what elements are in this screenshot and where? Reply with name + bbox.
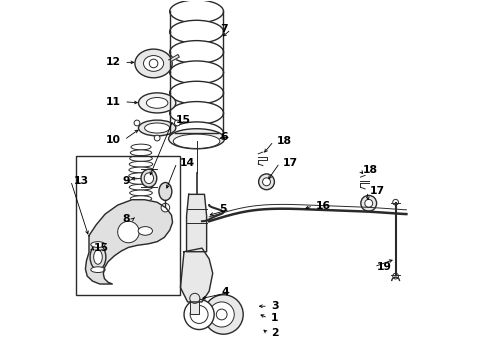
Text: 15: 15 <box>94 243 109 253</box>
Ellipse shape <box>139 93 176 113</box>
Ellipse shape <box>170 81 223 104</box>
Ellipse shape <box>170 0 223 23</box>
Ellipse shape <box>147 98 168 108</box>
Ellipse shape <box>170 122 223 145</box>
Text: 17: 17 <box>370 186 385 197</box>
Polygon shape <box>85 200 172 284</box>
Ellipse shape <box>169 129 224 149</box>
Ellipse shape <box>144 55 164 71</box>
Text: 16: 16 <box>316 201 331 211</box>
Text: 19: 19 <box>377 262 392 272</box>
Ellipse shape <box>170 41 223 64</box>
Text: 9: 9 <box>122 176 129 186</box>
Ellipse shape <box>170 20 223 43</box>
Text: 14: 14 <box>180 158 195 168</box>
Ellipse shape <box>91 267 105 273</box>
Ellipse shape <box>131 144 151 150</box>
Circle shape <box>134 120 140 126</box>
Polygon shape <box>169 54 179 62</box>
Circle shape <box>190 293 200 303</box>
Text: 10: 10 <box>106 135 122 145</box>
Text: 6: 6 <box>220 132 228 142</box>
Ellipse shape <box>129 184 153 190</box>
Ellipse shape <box>190 306 208 323</box>
Ellipse shape <box>139 120 176 136</box>
Ellipse shape <box>365 199 373 207</box>
Ellipse shape <box>135 213 147 219</box>
Circle shape <box>154 135 160 141</box>
Ellipse shape <box>135 49 172 78</box>
Ellipse shape <box>170 102 223 125</box>
Ellipse shape <box>361 195 377 211</box>
Ellipse shape <box>184 300 214 329</box>
Circle shape <box>393 273 398 279</box>
Ellipse shape <box>130 190 152 196</box>
Ellipse shape <box>144 173 153 184</box>
Ellipse shape <box>129 161 153 167</box>
Text: 7: 7 <box>220 24 228 35</box>
Ellipse shape <box>91 242 105 247</box>
Ellipse shape <box>141 169 157 187</box>
Text: 17: 17 <box>283 158 298 168</box>
Ellipse shape <box>209 302 234 327</box>
Ellipse shape <box>263 178 270 186</box>
Text: 1: 1 <box>271 313 278 323</box>
Text: 8: 8 <box>122 215 129 224</box>
Ellipse shape <box>130 156 152 161</box>
Polygon shape <box>187 194 207 252</box>
Bar <box>191 300 199 315</box>
Ellipse shape <box>130 150 152 156</box>
Ellipse shape <box>129 173 153 179</box>
Text: 12: 12 <box>106 57 122 67</box>
Ellipse shape <box>173 134 220 148</box>
Text: 2: 2 <box>271 328 278 338</box>
Ellipse shape <box>135 208 147 215</box>
Ellipse shape <box>159 183 172 201</box>
Bar <box>76 156 180 296</box>
Ellipse shape <box>129 167 153 173</box>
Circle shape <box>216 309 227 320</box>
Text: 15: 15 <box>176 115 191 125</box>
Ellipse shape <box>129 179 153 184</box>
Circle shape <box>149 59 158 68</box>
Polygon shape <box>180 248 213 302</box>
Ellipse shape <box>134 203 148 211</box>
Text: 13: 13 <box>74 176 89 186</box>
Text: 5: 5 <box>220 204 227 215</box>
Ellipse shape <box>90 244 106 270</box>
Text: 4: 4 <box>221 287 229 297</box>
Text: 18: 18 <box>276 136 292 146</box>
Text: 11: 11 <box>106 97 122 107</box>
Ellipse shape <box>138 226 152 235</box>
Text: 3: 3 <box>271 301 278 311</box>
Ellipse shape <box>204 295 243 334</box>
Ellipse shape <box>170 61 223 84</box>
Ellipse shape <box>161 203 170 212</box>
Circle shape <box>174 120 180 126</box>
Ellipse shape <box>259 174 274 190</box>
Ellipse shape <box>145 123 170 133</box>
Ellipse shape <box>130 196 152 202</box>
Ellipse shape <box>94 250 102 264</box>
Text: 18: 18 <box>363 165 378 175</box>
Circle shape <box>393 199 398 205</box>
Ellipse shape <box>118 221 139 243</box>
